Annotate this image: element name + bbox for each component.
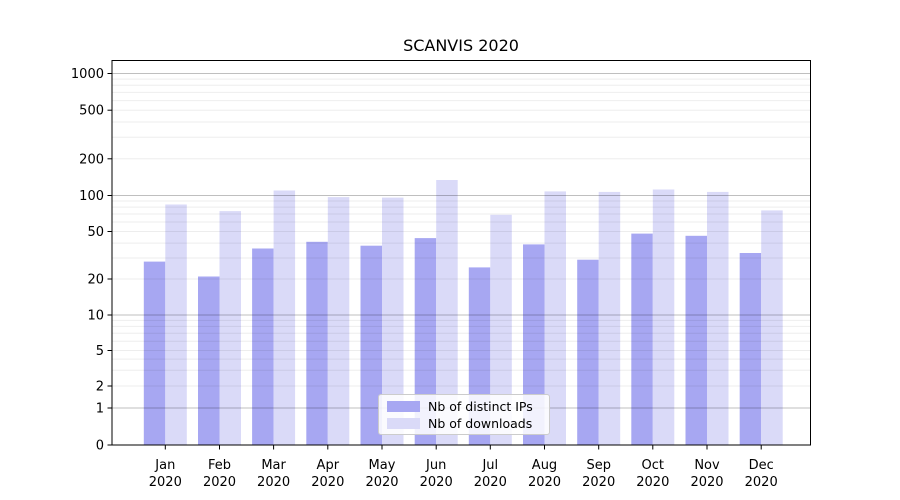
bar-downloads-nov [707, 191, 729, 445]
x-tick-label-year: 2020 [636, 475, 669, 490]
x-tick-label-year: 2020 [690, 475, 723, 490]
y-tick-label: 0 [96, 439, 104, 454]
y-tick-label: 200 [79, 152, 104, 167]
bar-ips-apr [306, 241, 328, 445]
legend-label-distinct-ips: Nb of distinct IPs [428, 398, 533, 414]
chart-legend: Nb of distinct IPs Nb of downloads [378, 394, 550, 435]
y-tick-label: 2 [96, 380, 104, 395]
y-tick-label: 1000 [71, 67, 104, 82]
bar-downloads-feb [219, 211, 241, 445]
legend-label-downloads: Nb of downloads [428, 415, 533, 431]
y-tick-label: 20 [87, 273, 104, 288]
x-tick-label-year: 2020 [745, 475, 778, 490]
x-tick-label-month: Aug [532, 458, 557, 473]
bar-downloads-aug [544, 191, 566, 445]
x-tick-label-year: 2020 [365, 475, 398, 490]
bar-ips-feb [198, 276, 220, 445]
x-tick-label-month: Feb [208, 458, 231, 473]
bar-downloads-mar [273, 190, 296, 445]
x-tick-label-year: 2020 [420, 475, 453, 490]
bar-ips-sep [577, 259, 599, 445]
bar-downloads-dec [761, 210, 783, 445]
x-tick-label-year: 2020 [582, 475, 615, 490]
x-tick-label-month: Jun [425, 458, 446, 473]
bar-downloads-jun [436, 180, 458, 445]
legend-swatch-distinct-ips [387, 400, 420, 412]
plot-frame [111, 60, 811, 446]
bar-ips-mar [252, 248, 274, 445]
x-tick-label-year: 2020 [528, 475, 561, 490]
legend-item-downloads: Nb of downloads [387, 415, 541, 431]
bar-ips-jan [143, 261, 166, 445]
y-tick-label: 50 [87, 225, 104, 240]
x-tick-label-month: Nov [694, 458, 720, 473]
x-tick-label-month: Apr [317, 458, 340, 473]
legend-item-distinct-ips: Nb of distinct IPs [387, 398, 541, 414]
bar-downloads-jul [490, 214, 512, 445]
bar-downloads-oct [652, 189, 675, 445]
gridlines-group [112, 73, 811, 409]
bar-downloads-jan [165, 204, 187, 445]
x-tick-label-month: Oct [642, 458, 664, 473]
y-tick-label: 10 [87, 309, 104, 324]
x-tick-label-month: Dec [749, 458, 774, 473]
bar-ips-oct [631, 233, 653, 445]
legend-swatch-downloads [387, 417, 420, 429]
x-tick-label-year: 2020 [311, 475, 344, 490]
bar-ips-nov [685, 235, 707, 445]
x-tick-label-year: 2020 [474, 475, 507, 490]
bar-ips-may [360, 245, 382, 445]
x-tick-label-month: Jan [154, 458, 175, 473]
x-tick-label-year: 2020 [203, 475, 236, 490]
x-tick-label-month: Jul [481, 458, 498, 473]
bars-group [143, 180, 783, 445]
y-tick-label: 500 [79, 104, 104, 119]
bar-ips-jun [414, 238, 437, 445]
bar-downloads-sep [598, 191, 621, 445]
x-tick-label-year: 2020 [149, 475, 182, 490]
x-tick-label-month: Mar [261, 458, 286, 473]
frame-group [111, 60, 811, 446]
x-tick-label-month: May [369, 458, 396, 473]
y-axis-group: 0 1 2 5 10 20 50 100 200 500 1000 [71, 67, 112, 454]
y-tick-label: 100 [79, 189, 104, 204]
x-tick-label-year: 2020 [257, 475, 290, 490]
x-axis-group: Jan 2020 Feb 2020 Mar 2020 Apr 2020 May 2020 Jun 20… [149, 445, 778, 490]
y-tick-label: 1 [96, 402, 104, 417]
bar-downloads-may [382, 197, 404, 445]
x-tick-label-month: Sep [586, 458, 611, 473]
y-tick-label: 5 [96, 344, 104, 359]
bar-ips-dec [739, 253, 762, 445]
bar-downloads-apr [327, 197, 350, 445]
chart-title: SCANVIS 2020 [403, 36, 519, 55]
